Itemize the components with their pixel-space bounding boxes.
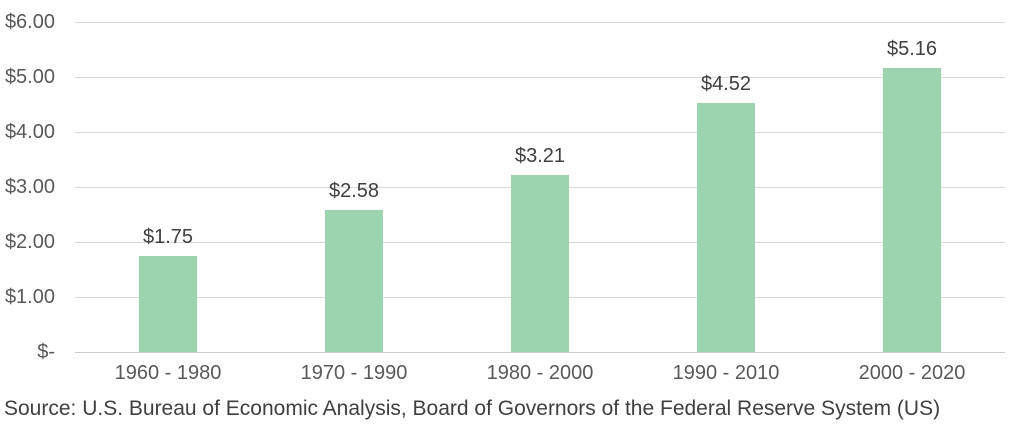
y-tick-label: $6.00: [4, 11, 55, 33]
bar: [511, 175, 569, 352]
bar-value-label: $4.52: [700, 73, 752, 96]
x-category-label: 1960 - 1980: [114, 362, 222, 384]
bar: [697, 103, 755, 352]
bar-value-label: $5.16: [886, 38, 938, 61]
y-tick-label: $-: [37, 341, 55, 363]
category-band: $5.16: [819, 22, 1005, 352]
category-band: $4.52: [633, 22, 819, 352]
y-tick-label: $4.00: [4, 121, 55, 143]
y-tick-label: $5.00: [4, 66, 55, 88]
category-band: $1.75: [75, 22, 261, 352]
bar-value-label: $1.75: [142, 225, 194, 248]
category-band: $2.58: [261, 22, 447, 352]
bar-value-label: $2.58: [328, 180, 380, 203]
gridline: [75, 22, 1005, 23]
bar: [883, 68, 941, 352]
x-category-label: 1980 - 2000: [486, 362, 594, 384]
bar: [325, 210, 383, 352]
bar: [139, 255, 197, 352]
y-tick-label: $2.00: [4, 231, 55, 253]
gridline: [75, 132, 1005, 133]
gridline: [75, 77, 1005, 78]
plot-area: $1.75 $2.58 $3.21 $4.52 $5.16: [75, 22, 1005, 353]
x-category-label: 1970 - 1990: [300, 362, 408, 384]
category-band: $3.21: [447, 22, 633, 352]
source-note: Source: U.S. Bureau of Economic Analysis…: [4, 397, 941, 420]
y-tick-label: $1.00: [4, 286, 55, 308]
x-category-label: 2000 - 2020: [858, 362, 966, 384]
bar-value-label: $3.21: [514, 145, 566, 168]
x-axis-line: [75, 352, 1005, 353]
x-category-label: 1990 - 2010: [672, 362, 780, 384]
y-tick-label: $3.00: [4, 176, 55, 198]
